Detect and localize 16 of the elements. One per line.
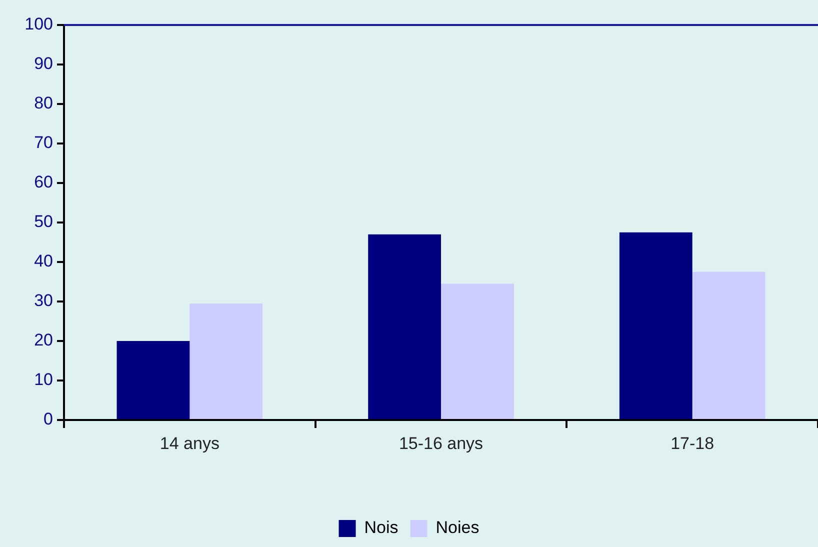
- x-tick-label: 15-16 anys: [398, 434, 484, 453]
- y-tick-label: 40: [34, 252, 53, 271]
- legend-label: Nois: [364, 518, 398, 538]
- y-tick-label: 30: [34, 291, 53, 310]
- y-tick-label: 80: [34, 94, 53, 113]
- y-tick-label: 70: [34, 133, 53, 152]
- x-tick-label: 17-18: [670, 434, 714, 453]
- y-tick-label: 10: [34, 370, 53, 390]
- y-tick-label: 100: [24, 14, 53, 34]
- legend-label: Noies: [436, 518, 480, 538]
- y-tick-label: 60: [34, 172, 53, 192]
- y-tick-label: 50: [34, 212, 53, 232]
- y-tick-label: 20: [34, 330, 53, 350]
- y-tick-label: 90: [34, 54, 53, 74]
- x-tick-label: 14 anys: [160, 434, 220, 453]
- y-tick-label: 0: [44, 410, 53, 429]
